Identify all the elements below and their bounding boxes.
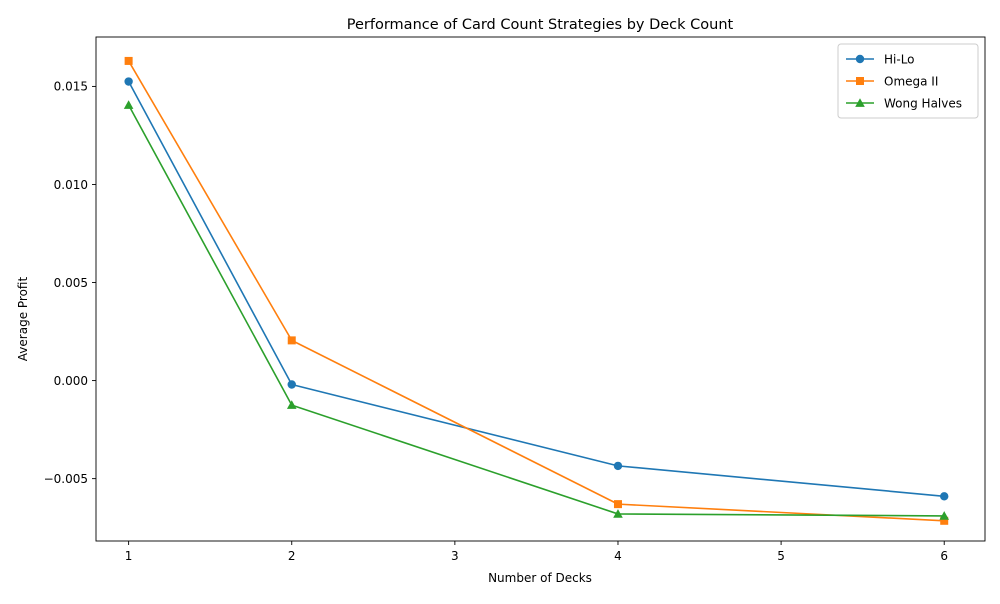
data-point-wong-halves: [286, 400, 297, 409]
y-tick-label: 0.000: [54, 374, 88, 388]
data-point-omega-ii: [940, 516, 949, 525]
legend-marker: [855, 98, 865, 107]
x-tick-label: 5: [777, 549, 785, 563]
y-tick-label: 0.015: [54, 80, 88, 94]
y-tick-label: 0.005: [54, 276, 88, 290]
x-tick-label: 4: [614, 549, 622, 563]
y-tick-label: −0.005: [44, 472, 88, 486]
x-tick-label: 1: [125, 549, 133, 563]
series-line-wong-halves: [127, 104, 945, 517]
data-point-wong-halves: [613, 509, 623, 518]
chart-title: Performance of Card Count Strategies by …: [347, 17, 734, 33]
legend-label: Omega II: [884, 74, 938, 88]
data-point-wong-halves: [123, 100, 134, 109]
x-tick-label: 2: [288, 549, 296, 563]
y-tick-label: 0.010: [54, 178, 88, 192]
y-axis-label: Average Profit: [16, 277, 30, 362]
legend-box: [837, 43, 979, 119]
series-line-omega-ii: [127, 60, 945, 522]
x-tick-label: 3: [451, 549, 459, 563]
plot-area: 1 2 3 4 5 6 −0.005 0.000 0.005 0.010 0.015: [44, 36, 986, 563]
data-point-hi-lo: [287, 380, 296, 389]
data-point-omega-ii: [287, 336, 296, 345]
legend-marker: [855, 54, 865, 64]
series-line-hi-lo: [127, 81, 945, 498]
data-point-omega-ii: [124, 56, 133, 65]
data-point-omega-ii: [613, 500, 622, 509]
x-axis-label: Number of Decks: [488, 571, 592, 585]
data-point-hi-lo: [940, 492, 949, 501]
x-tick-label: 6: [940, 549, 948, 563]
legend-marker: [856, 77, 864, 85]
data-point-hi-lo: [613, 461, 623, 471]
legend-label: Wong Halves: [884, 96, 962, 110]
data-point-wong-halves: [939, 511, 950, 520]
data-point-hi-lo: [124, 77, 133, 86]
legend-label: Hi-Lo: [884, 52, 915, 66]
axes-frame: [95, 36, 986, 542]
legend: Hi-Lo Omega II Wong Halves: [837, 43, 979, 119]
